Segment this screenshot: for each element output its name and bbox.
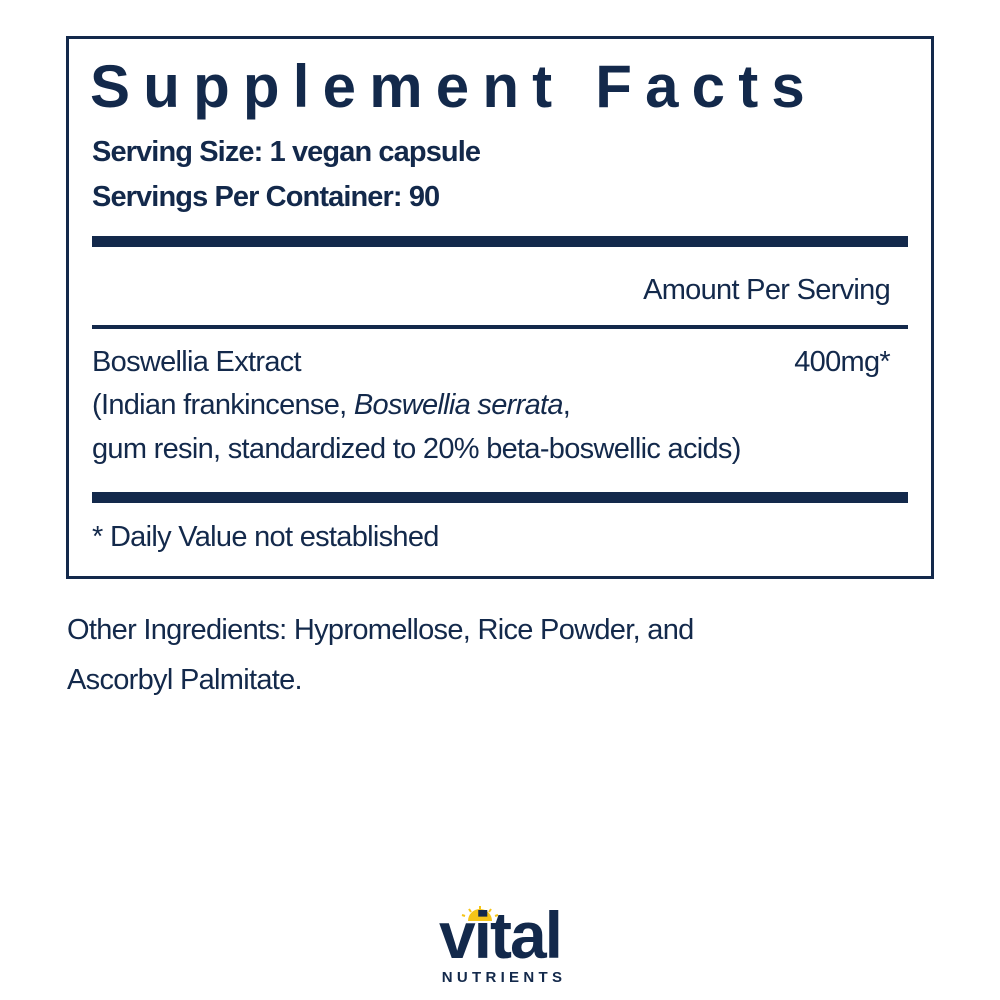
sun-icon: [461, 906, 499, 921]
brand-logo-subtitle: NUTRIENTS: [441, 969, 567, 986]
thick-divider: [92, 236, 908, 247]
ingredient-detail-line2: gum resin, standardized to 20% beta-bosw…: [92, 433, 741, 465]
serving-size: Serving Size: 1 vegan capsule: [92, 136, 481, 168]
botanical-name: Boswellia serrata: [353, 389, 564, 421]
thin-divider: [92, 325, 908, 329]
other-ingredients-line1: Other Ingredients: Hypromellose, Rice Po…: [67, 614, 694, 646]
supplement-facts-panel: [66, 36, 934, 579]
detail-text: (Indian frankincense,: [92, 389, 354, 421]
panel-title: Supplement Facts: [90, 53, 818, 120]
ingredient-amount: 400mg*: [794, 346, 890, 378]
ingredient-detail-line1: (Indian frankincense, Boswellia serrata,: [92, 387, 571, 423]
detail-text: ,: [562, 389, 571, 421]
servings-per-container: Servings Per Container: 90: [92, 181, 440, 213]
brand-logo: vital: [438, 898, 563, 972]
thick-divider: [92, 492, 908, 503]
other-ingredients-line2: Ascorbyl Palmitate.: [67, 664, 303, 696]
ingredient-name: Boswellia Extract: [92, 346, 302, 378]
amount-header: Amount Per Serving: [643, 274, 891, 306]
footnote: * Daily Value not established: [92, 521, 439, 553]
